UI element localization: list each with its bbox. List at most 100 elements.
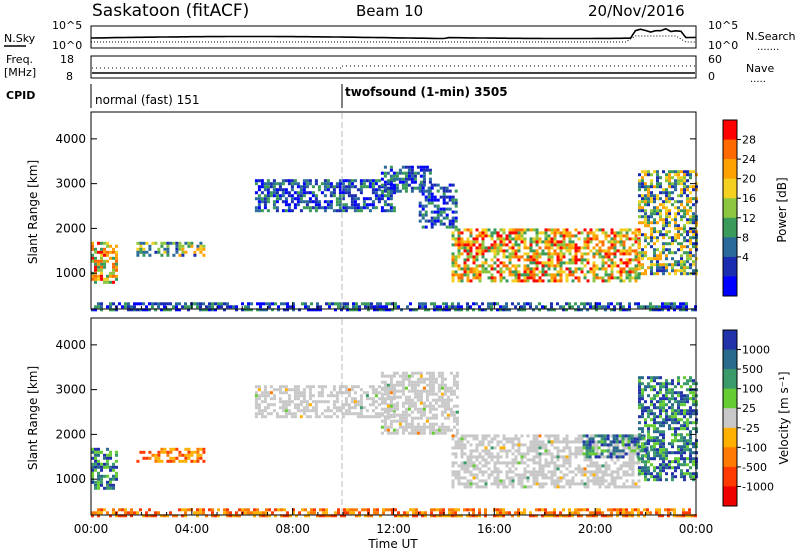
power-cell	[583, 258, 587, 262]
power-cell	[644, 245, 647, 249]
power-cell	[559, 240, 563, 244]
power-cell	[544, 246, 548, 250]
power-cell	[508, 234, 512, 238]
vel-cell	[455, 374, 459, 378]
power-cell	[97, 302, 100, 306]
power-cell	[404, 183, 408, 187]
vel-cell	[612, 434, 616, 438]
vel-cell	[187, 447, 191, 451]
vel-cell	[683, 409, 686, 413]
power-cell	[685, 305, 688, 309]
vel-cell	[511, 458, 515, 462]
power-cell	[413, 171, 417, 175]
power-cell	[266, 179, 270, 183]
power-cell	[496, 308, 499, 312]
vel-cell	[115, 514, 118, 518]
vel-cell	[556, 434, 560, 438]
power-cell	[401, 183, 405, 187]
vel-cell	[647, 412, 650, 416]
vel-cell	[692, 427, 695, 431]
power-cell	[148, 308, 151, 312]
vel-cell	[422, 425, 426, 429]
vel-cell	[314, 400, 318, 404]
power-cell	[352, 308, 355, 312]
vel-cell	[406, 514, 409, 518]
vel-cell	[523, 485, 527, 489]
power-cell	[631, 231, 635, 235]
x-tick-label: 04:00	[175, 522, 210, 536]
vel-cell	[644, 475, 647, 479]
vel-cell	[266, 412, 270, 416]
noise-left-tick-top: 10^5	[52, 19, 82, 32]
vel-cell	[317, 415, 321, 419]
vel-cell	[463, 461, 467, 465]
vel-cell	[412, 514, 415, 518]
vel-cell	[562, 464, 566, 468]
vel-cell	[290, 412, 294, 416]
vel-cell	[621, 440, 625, 444]
power-cell	[269, 185, 273, 189]
power-cell	[112, 262, 115, 266]
vel-cell	[296, 391, 300, 395]
power-cell	[668, 230, 671, 234]
power-cell	[323, 200, 327, 204]
vel-cell	[580, 482, 584, 486]
vel-cell	[559, 485, 563, 489]
power-cell	[671, 185, 674, 189]
vel-cell	[592, 511, 595, 515]
power-cell	[112, 302, 115, 306]
vel-cell	[511, 446, 515, 450]
vel-cell	[627, 446, 631, 450]
vel-cell	[642, 446, 646, 450]
power-cell	[383, 209, 387, 213]
vel-cell	[653, 439, 656, 443]
vel-cell	[580, 452, 584, 456]
vel-cell	[639, 434, 643, 438]
vel-cell	[455, 404, 459, 408]
power-cell	[686, 251, 689, 255]
vel-cell	[610, 434, 614, 438]
vel-cell	[638, 436, 641, 440]
vel-cell	[425, 398, 429, 402]
vel-cell	[466, 455, 470, 459]
power-cell	[529, 276, 533, 280]
power-cell	[365, 206, 369, 210]
power-cell	[433, 216, 437, 220]
power-cell	[556, 231, 560, 235]
power-cell	[553, 228, 557, 232]
power-cell	[641, 248, 644, 252]
vel-cell	[568, 485, 572, 489]
vel-cell	[692, 412, 695, 416]
power-cell	[287, 179, 291, 183]
vel-cell	[287, 412, 291, 416]
vel-cell	[97, 514, 100, 518]
vel-cell	[610, 476, 614, 480]
power-cell	[365, 197, 369, 201]
power-cell	[257, 179, 261, 183]
power-cell	[181, 247, 185, 251]
vel-cell	[508, 437, 512, 441]
power-cell	[463, 258, 467, 262]
power-cell	[442, 189, 446, 193]
vel-cell	[455, 431, 459, 435]
power-cell	[499, 249, 503, 253]
power-cell	[202, 247, 206, 251]
power-cell	[166, 241, 170, 245]
power-cell	[419, 180, 423, 184]
power-cell	[650, 272, 653, 276]
power-cell	[535, 234, 539, 238]
power-cell	[359, 191, 363, 195]
power-cell	[430, 195, 434, 199]
vel-cell	[595, 470, 599, 474]
power-cell	[665, 209, 668, 213]
vel-cell	[638, 397, 641, 401]
power-cell	[451, 222, 455, 226]
power-cell	[532, 270, 536, 274]
vel-cell	[616, 511, 619, 515]
vel-cell	[574, 467, 578, 471]
vel-cell	[392, 371, 396, 375]
power-cell	[644, 200, 647, 204]
power-cell	[586, 258, 590, 262]
power-cell	[100, 308, 103, 312]
power-cell	[583, 276, 587, 280]
